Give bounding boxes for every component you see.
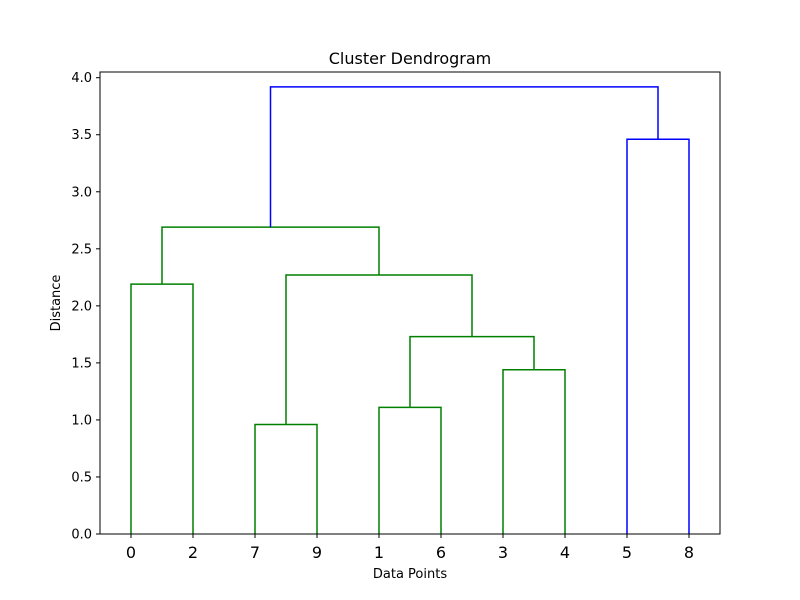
x-tick-label: 9	[312, 543, 322, 562]
x-tick-label: 6	[436, 543, 446, 562]
x-tick-label: 3	[498, 543, 508, 562]
x-tick-label: 1	[374, 543, 384, 562]
dendrogram-link-m4	[502, 368, 566, 534]
dendrogram-link-m8	[626, 138, 690, 534]
dendrogram-link-m6	[285, 274, 473, 425]
y-tick-label: 3.5	[71, 128, 92, 143]
chart-title: Cluster Dendrogram	[329, 49, 491, 68]
x-tick-label: 7	[250, 543, 260, 562]
y-tick-label: 2.0	[71, 299, 92, 314]
dendrogram-link-m5	[409, 335, 535, 408]
plot-frame	[99, 71, 721, 535]
dendrogram-link-m1	[130, 283, 194, 534]
x-axis-label: Data Points	[373, 567, 447, 582]
dendrogram-link-m9	[269, 86, 659, 228]
y-tick-label: 1.0	[71, 413, 92, 428]
x-tick-label: 8	[684, 543, 694, 562]
x-tick-label: 5	[622, 543, 632, 562]
y-tick-label: 3.0	[71, 185, 92, 200]
x-tick-label: 4	[560, 543, 570, 562]
y-tick-label: 0.0	[71, 528, 92, 543]
dendrogram-link-m7	[161, 226, 380, 285]
x-axis-ticks: 0 2 7 9 1 6 3 4 5 8	[126, 534, 694, 562]
dendrogram-links	[130, 86, 690, 534]
y-tick-label: 0.5	[71, 470, 92, 485]
y-tick-label: 1.5	[71, 356, 92, 371]
dendrogram-link-m2	[254, 423, 318, 534]
y-tick-label: 2.5	[71, 242, 92, 257]
y-axis-label: Distance	[49, 275, 64, 332]
dendrogram-link-m3	[378, 406, 442, 534]
x-tick-label: 2	[188, 543, 198, 562]
x-tick-label: 0	[126, 543, 136, 562]
y-tick-label: 4.0	[71, 71, 92, 86]
y-axis-ticks: 0.0 0.5 1.0 1.5 2.0 2.5 3.0 3.5 4.0	[71, 71, 100, 543]
